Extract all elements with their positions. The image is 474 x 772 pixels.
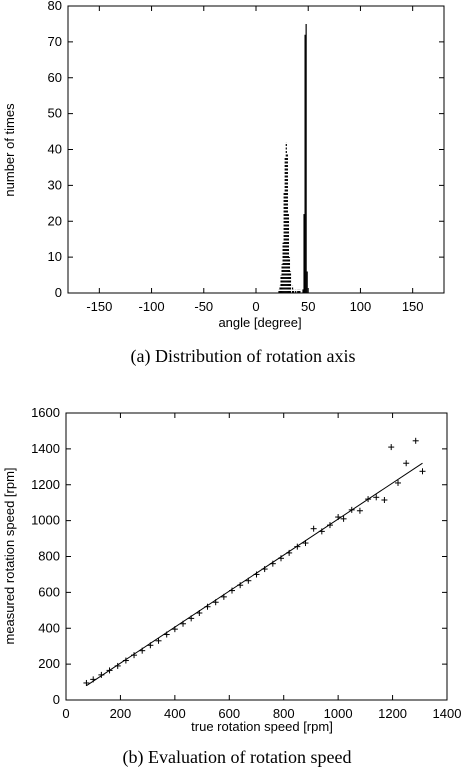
scatter-x-axis-label: true rotation speed [rpm] <box>191 719 333 734</box>
scatter-point <box>83 679 90 686</box>
scatter-point <box>403 460 410 467</box>
histogram-x-tick-label: 0 <box>252 299 259 314</box>
scatter-x-tick-label: 200 <box>110 706 132 721</box>
histogram-x-tick-label: -150 <box>86 299 112 314</box>
scatter-y-tick-label: 800 <box>38 549 60 564</box>
scatter-x-tick-label: 600 <box>218 706 240 721</box>
histogram-x-tick-label: -50 <box>194 299 213 314</box>
scatter-ticks: 0 200 400 600 800 1000 1200 1400 0 200 400 600 800 10… <box>31 405 461 721</box>
histogram-y-tick-label: 70 <box>48 34 62 49</box>
histogram-y-tick-label: 20 <box>48 213 62 228</box>
scatter-point <box>388 444 395 451</box>
scatter-y-tick-label: 1600 <box>31 405 60 420</box>
scatter-y-tick-label: 1000 <box>31 513 60 528</box>
histogram-y-tick-label: 60 <box>48 70 62 85</box>
scatter-point <box>310 525 317 532</box>
histogram-x-tick-label: 100 <box>350 299 372 314</box>
histogram-x-axis-label: angle [degree] <box>218 315 301 330</box>
scatter-y-tick-label: 0 <box>53 692 60 707</box>
histogram-y-tick-label: 40 <box>48 142 62 157</box>
scatter-point <box>155 637 162 644</box>
scatter-points <box>83 437 426 686</box>
scatter-point <box>373 494 380 501</box>
histogram-y-tick-label: 80 <box>48 0 62 13</box>
scatter-caption: (b) Evaluation of rotation speed <box>123 747 352 768</box>
scatter-point <box>381 496 388 503</box>
scatter-point <box>412 437 419 444</box>
fit-line <box>86 462 423 687</box>
scatter-y-tick-label: 200 <box>38 656 60 671</box>
scatter-panel: 0 200 400 600 800 1000 1200 1400 0 200 400 600 800 10… <box>2 405 461 768</box>
histogram-plot-frame <box>67 5 445 294</box>
histogram-y-tick-label: 30 <box>48 177 62 192</box>
histogram-y-tick-label: 0 <box>55 285 62 300</box>
scatter-x-tick-label: 0 <box>62 706 69 721</box>
scatter-y-tick-label: 1200 <box>31 477 60 492</box>
histogram-caption: (a) Distribution of rotation axis <box>131 346 356 367</box>
scatter-x-tick-label: 400 <box>164 706 186 721</box>
histogram-x-tick-label: 150 <box>402 299 424 314</box>
scatter-point <box>356 507 363 514</box>
scatter-x-tick-label: 1200 <box>378 706 407 721</box>
histogram-y-tick-label: 10 <box>48 249 62 264</box>
histogram-y-axis-label: number of times <box>2 103 17 197</box>
histogram-bars <box>278 23 308 293</box>
histogram-x-tick-label: -100 <box>139 299 165 314</box>
histogram-y-tick-label: 50 <box>48 106 62 121</box>
scatter-plot-frame <box>65 412 448 701</box>
scatter-point <box>326 522 333 529</box>
scatter-x-tick-label: 1000 <box>324 706 353 721</box>
scatter-point <box>419 468 426 475</box>
scatter-y-tick-label: 600 <box>38 584 60 599</box>
scatter-point <box>395 479 402 486</box>
histogram-ticks: -150 -100 -50 0 50 100 150 0 10 20 30 40 50 60 70 80 <box>48 0 444 314</box>
histogram-panel: -150 -100 -50 0 50 100 150 0 10 20 30 40 50 60 70 80 an… <box>2 0 445 367</box>
scatter-point <box>340 515 347 522</box>
scatter-x-tick-label: 1400 <box>433 706 462 721</box>
scatter-y-tick-label: 1400 <box>31 441 60 456</box>
scatter-x-tick-label: 800 <box>273 706 295 721</box>
scatter-y-tick-label: 400 <box>38 620 60 635</box>
histogram-x-tick-label: 50 <box>301 299 315 314</box>
scatter-y-axis-label: measured rotation speed [rpm] <box>2 467 17 644</box>
